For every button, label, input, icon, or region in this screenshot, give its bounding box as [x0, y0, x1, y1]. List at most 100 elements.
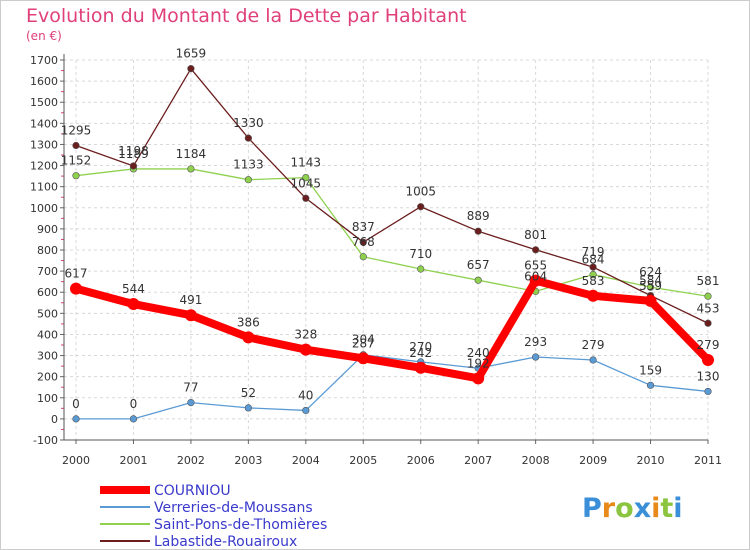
legend: COURNIOUVerreries-de-MoussansSaint-Pons-…	[100, 483, 327, 550]
x-tick-label: 2005	[349, 454, 377, 467]
logo-letter: x	[634, 493, 651, 524]
y-tick-label: 1300	[30, 138, 58, 151]
data-point	[474, 276, 482, 284]
data-point	[302, 173, 310, 182]
data-point	[244, 176, 252, 184]
data-label: 1295	[61, 124, 92, 138]
data-label: 240	[467, 346, 490, 360]
legend-label: Labastide-Rouairoux	[154, 534, 297, 550]
series-line-2	[75, 168, 709, 297]
data-point	[129, 162, 138, 170]
data-point	[359, 253, 367, 261]
data-point	[299, 343, 312, 356]
data-label: 581	[697, 274, 720, 288]
data-label: 52	[241, 386, 256, 400]
data-label: 1330	[233, 116, 264, 130]
logo-letter: i	[651, 493, 660, 524]
series-line-1	[75, 354, 709, 420]
data-label: 544	[122, 282, 145, 296]
data-point	[357, 352, 370, 365]
data-point	[472, 372, 485, 385]
data-label: 1143	[291, 156, 322, 170]
data-label: 583	[582, 274, 605, 288]
data-label: 0	[130, 397, 138, 411]
data-label: 386	[237, 315, 260, 329]
x-tick-label: 2001	[119, 454, 147, 467]
data-label: 710	[409, 247, 432, 261]
y-tick-label: 800	[37, 244, 58, 257]
data-point	[242, 331, 255, 344]
data-label: 453	[697, 301, 720, 315]
data-label: 1659	[176, 47, 207, 61]
y-tick-label: 500	[37, 307, 58, 320]
data-label: 287	[352, 336, 375, 350]
data-label: 1184	[176, 147, 207, 161]
data-point	[589, 263, 597, 271]
data-point	[127, 298, 140, 311]
x-tick-label: 2002	[177, 454, 205, 467]
data-label: 1005	[405, 185, 436, 199]
logo-text: Proxiti	[582, 493, 683, 524]
legend-label: Saint-Pons-de-Thomières	[154, 517, 327, 533]
legend-label: COURNIOU	[154, 483, 231, 499]
data-label: 617	[65, 267, 88, 281]
y-tick-label: 100	[37, 392, 58, 405]
data-label: 130	[697, 369, 720, 383]
data-point	[244, 404, 252, 412]
data-label: 1045	[291, 176, 322, 190]
x-tick-label: 2003	[234, 454, 262, 467]
data-label: 719	[582, 245, 605, 259]
y-tick-label: 1000	[30, 202, 58, 215]
y-tick-label: 900	[37, 223, 58, 236]
data-point	[414, 361, 427, 374]
data-point	[589, 270, 597, 279]
data-label: 604	[524, 269, 547, 283]
data-point	[704, 292, 712, 300]
data-point	[302, 194, 310, 202]
chart-subtitle: (en €)	[26, 29, 62, 43]
data-point	[474, 227, 482, 235]
data-label: 1133	[233, 158, 264, 172]
y-tick-label: 700	[37, 265, 58, 278]
legend-label: Verreries-de-Moussans	[154, 500, 313, 516]
data-point	[587, 289, 600, 302]
data-point	[704, 319, 712, 327]
y-tick-label: 1700	[30, 54, 58, 67]
data-point	[70, 282, 82, 295]
data-point	[646, 381, 655, 389]
data-point	[72, 172, 80, 180]
data-label: 768	[352, 235, 375, 249]
data-point	[417, 203, 425, 211]
x-tick-label: 2009	[579, 454, 607, 467]
data-point	[359, 238, 367, 246]
y-tick-label: 0	[51, 413, 58, 426]
data-label: 624	[639, 265, 662, 279]
data-point	[129, 415, 138, 423]
data-label: 655	[524, 259, 547, 273]
logo-letter: P	[582, 493, 602, 524]
data-label: 889	[467, 209, 490, 223]
data-point	[704, 387, 712, 396]
chart-title: Evolution du Montant de la Dette par Hab…	[26, 5, 467, 27]
x-tick-label: 2000	[62, 454, 90, 467]
grid	[64, 59, 709, 441]
data-point	[187, 165, 195, 173]
series-line-3	[75, 68, 709, 324]
data-label: 801	[524, 228, 547, 242]
data-point	[184, 309, 197, 322]
data-point	[187, 399, 195, 407]
data-label: 77	[183, 381, 198, 395]
data-label: 491	[179, 293, 202, 307]
data-point	[302, 406, 310, 415]
series-line-0	[72, 276, 712, 383]
data-label: 293	[524, 335, 547, 349]
y-tick-label: 600	[37, 286, 58, 299]
logo-letter: r	[602, 493, 616, 524]
series	[70, 65, 714, 423]
x-tick-label: 2010	[637, 454, 665, 467]
axes: -100010020030040050060070080090010001100…	[30, 54, 722, 467]
y-tick-label: 1200	[30, 160, 58, 173]
x-tick-label: 2004	[292, 454, 320, 467]
